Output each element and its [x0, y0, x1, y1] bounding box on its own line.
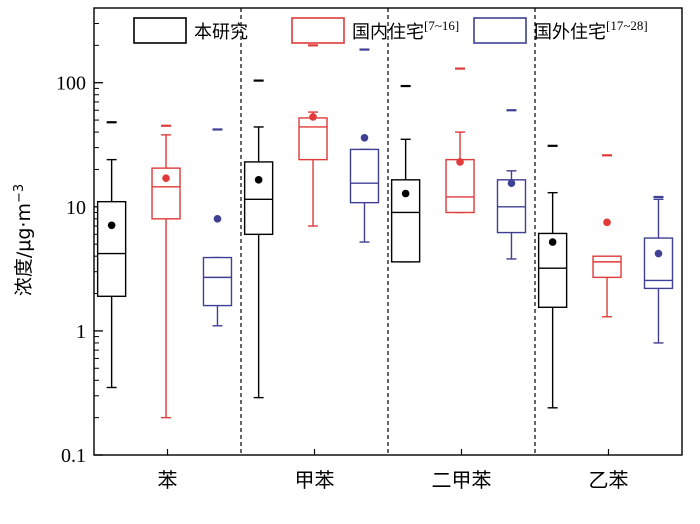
mean-point: [309, 113, 317, 121]
x-axis: 苯 甲苯 二甲苯 乙苯: [158, 449, 629, 492]
box: [349, 148, 380, 204]
y-axis-label-sup: −3: [12, 184, 27, 203]
mean-point: [507, 179, 516, 187]
box: [202, 256, 233, 307]
y-axis-label-text: 浓度/μg·m: [13, 203, 35, 296]
legend-label: 本研究: [194, 22, 248, 43]
legend-label-text: 国内住宅: [352, 22, 424, 43]
box: [298, 117, 328, 161]
box: [96, 200, 127, 298]
mean-point: [162, 174, 170, 183]
y-tick-label: 1: [76, 321, 86, 343]
legend: 本研究 国内住宅[7~16] 国外住宅[17~28]: [133, 17, 648, 44]
legend-label: 国内住宅[7~16]: [352, 18, 459, 43]
legend-label-text: 本研究: [194, 22, 248, 43]
legend-swatch: [133, 17, 187, 44]
mean-point: [603, 218, 611, 227]
series-0: [96, 79, 568, 409]
x-tick-label: 甲苯: [295, 468, 335, 492]
legend-label-text: 国外住宅: [534, 22, 606, 43]
mean-point: [360, 133, 369, 142]
legend-swatch: [473, 17, 527, 44]
legend-label-sup: [7~16]: [424, 18, 459, 33]
y-tick-label: 0.1: [61, 445, 86, 467]
box: [592, 255, 622, 279]
y-axis-label: 浓度/μg·m−3: [12, 184, 35, 296]
mean-point: [107, 221, 116, 230]
legend-label: 国外住宅[17~28]: [534, 18, 648, 43]
series-2: [202, 48, 674, 344]
series-1: [151, 44, 622, 419]
x-tick-label: 乙苯: [589, 468, 629, 492]
mean-point: [548, 238, 557, 246]
mean-point: [401, 189, 410, 198]
x-tick-label: 苯: [158, 468, 178, 492]
y-tick-label: 100: [56, 73, 86, 95]
y-tick-label: 10: [66, 197, 86, 219]
mean-point: [456, 158, 464, 166]
x-tick-label: 二甲苯: [432, 468, 492, 492]
y-axis: 0.1 1 10 100: [56, 7, 103, 467]
legend-swatch: [291, 17, 345, 44]
box-series: [96, 44, 674, 419]
category-dividers: [240, 8, 536, 455]
box: [445, 158, 475, 214]
box: [243, 161, 274, 236]
mean-point: [213, 215, 222, 223]
mean-point: [654, 249, 663, 258]
legend-label-sup: [17~28]: [606, 18, 648, 33]
mean-point: [254, 176, 263, 184]
